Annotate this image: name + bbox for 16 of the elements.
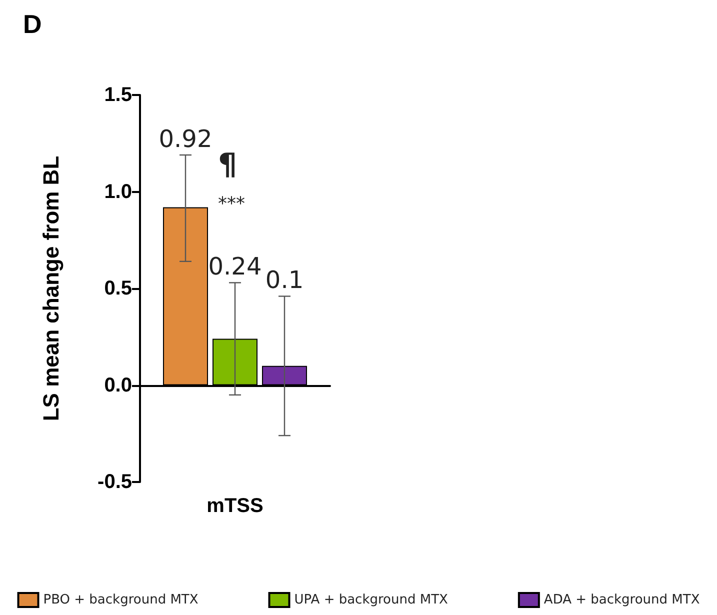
chart-title: D (23, 9, 42, 39)
y-tick-label: 0.5 (104, 278, 132, 300)
y-tick-label: 1.0 (104, 180, 132, 203)
data-label: 0.92 (158, 124, 212, 153)
legend-label: ADA + background MTX (544, 592, 700, 608)
y-tick-label: -0.5 (98, 471, 132, 493)
annotation: *** (218, 194, 245, 214)
legend-label: PBO + background MTX (43, 592, 198, 608)
data-label: 0.24 (208, 252, 262, 281)
data-label: 0.1 (265, 266, 304, 294)
y-axis-title: LS mean change from BL (38, 156, 64, 422)
y-tick-label: 1.5 (104, 84, 132, 106)
annotation: ¶ (218, 148, 238, 182)
x-tick-label: mTSS (206, 495, 264, 517)
legend-label: UPA + background MTX (294, 592, 448, 608)
y-tick-label: 0.0 (104, 374, 132, 396)
